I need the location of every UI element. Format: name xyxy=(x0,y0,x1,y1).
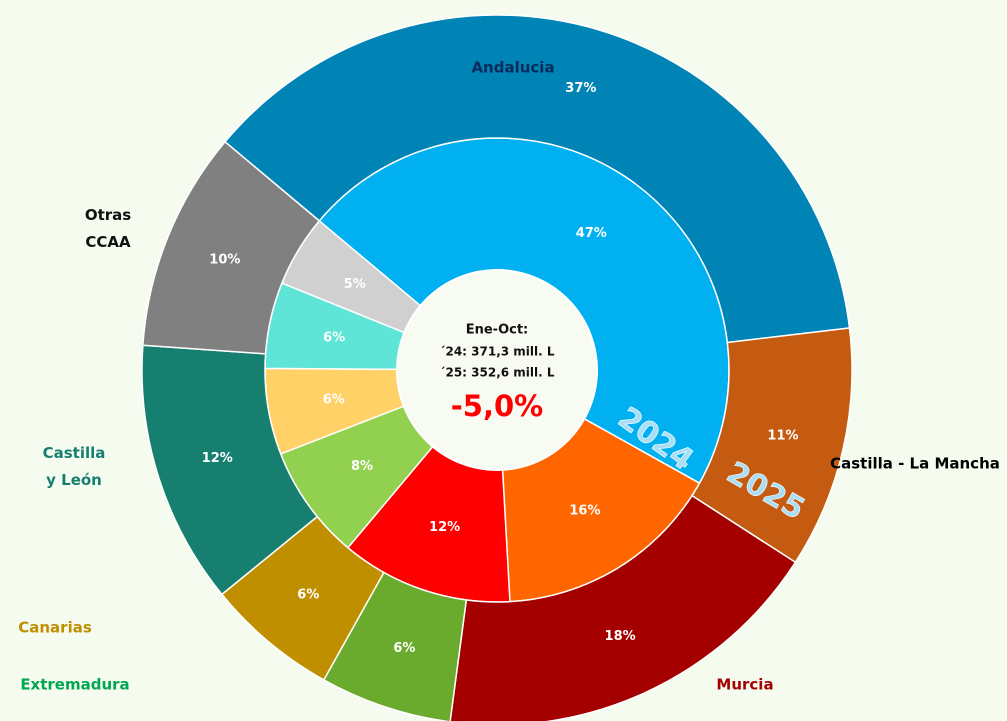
value-label: 12% xyxy=(429,520,460,535)
category-label: Extremadura xyxy=(20,676,129,694)
category-label-line: y León xyxy=(46,471,102,489)
category-label-line: Castilla xyxy=(43,444,106,462)
value-label: 47% xyxy=(576,226,607,241)
value-label: 10% xyxy=(209,253,240,268)
value-label: 11% xyxy=(767,429,798,444)
value-label: 37% xyxy=(565,81,596,96)
donut-segment xyxy=(449,494,797,721)
value-label: 8% xyxy=(351,459,373,474)
change-label: -5,0% xyxy=(451,389,543,423)
value-label: 18% xyxy=(605,629,636,644)
donut-segment xyxy=(142,140,321,355)
category-label: Canarias xyxy=(18,619,92,637)
annotation: Ene-Oct: xyxy=(466,323,529,338)
category-label: Castilla y León xyxy=(43,444,106,489)
donut-segment xyxy=(223,14,851,344)
category-label: Otras CCAA xyxy=(85,206,131,251)
value-label: 12% xyxy=(202,451,233,466)
center-hole xyxy=(396,269,598,471)
value-label: 6% xyxy=(297,587,319,602)
value-label: 16% xyxy=(569,503,600,518)
annotation: ´24: 371,3 mill. L xyxy=(439,345,554,359)
value-label: 5% xyxy=(344,277,366,292)
category-label-line: Otras xyxy=(85,206,131,224)
category-label: Castilla - La Mancha xyxy=(830,455,1000,473)
value-label: 6% xyxy=(323,392,345,407)
category-label: Murcia xyxy=(716,676,773,694)
value-label: 6% xyxy=(393,641,415,656)
category-label-line: CCAA xyxy=(85,233,131,251)
rings xyxy=(141,14,853,721)
annotation: ´25: 352,6 mill. L xyxy=(439,366,554,380)
category-label: Andalucia xyxy=(471,59,554,77)
value-label: 6% xyxy=(323,330,345,345)
